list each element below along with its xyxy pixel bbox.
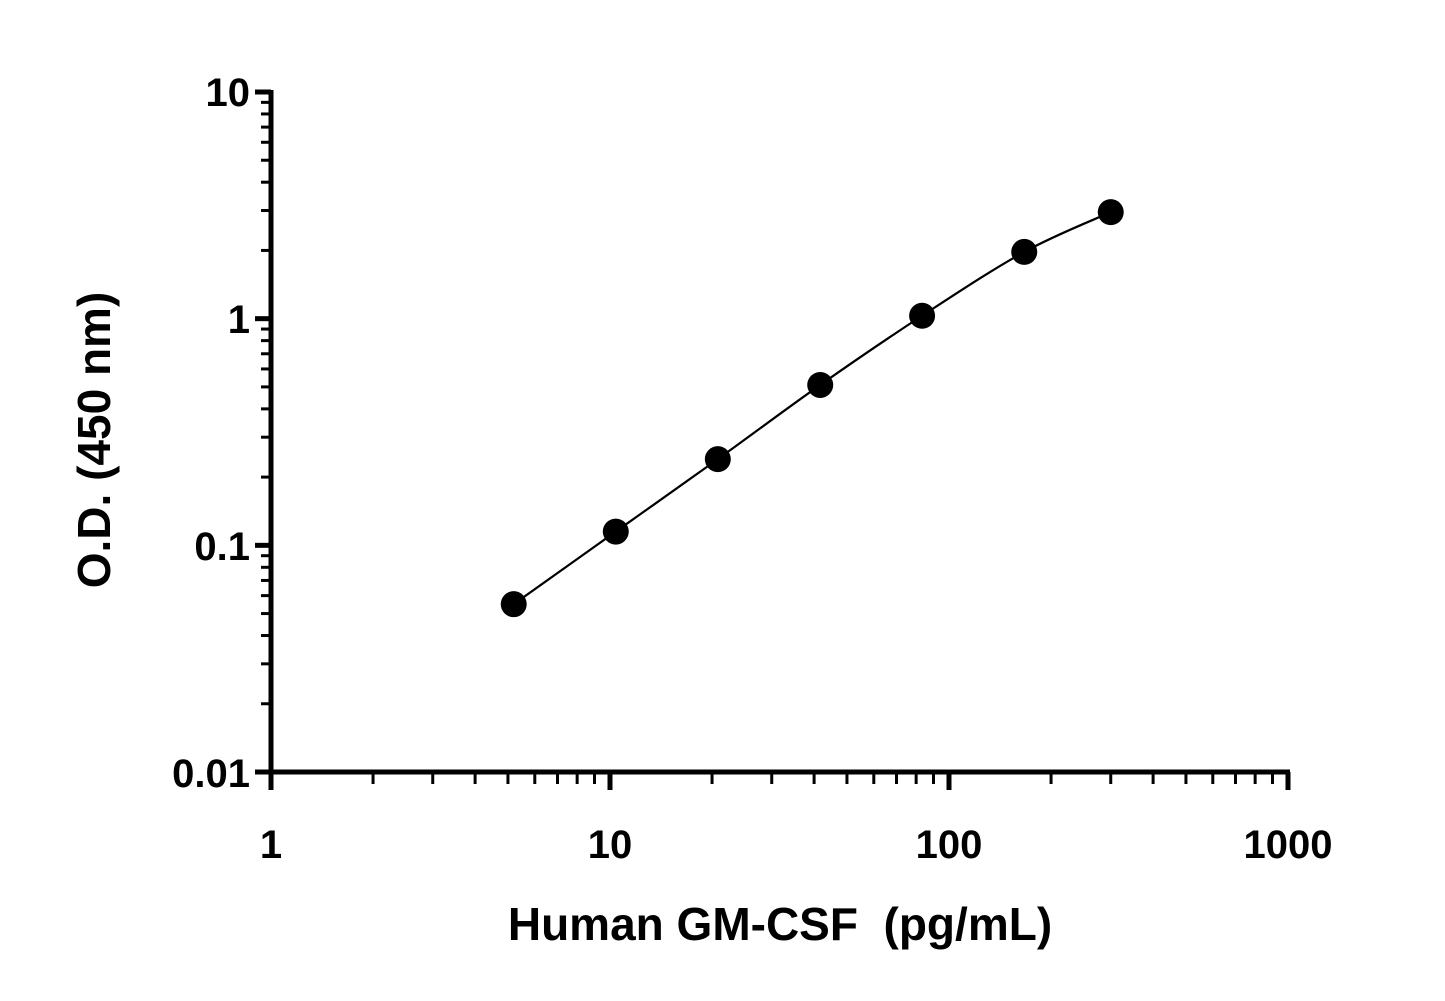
data-point-2 [704, 446, 731, 473]
y-tick-label-2: 1 [228, 298, 250, 342]
x-axis-title: Human GM-CSF (pg/mL) [508, 898, 1052, 950]
data-point-4 [909, 302, 936, 329]
x-axis [268, 769, 1291, 790]
x-tick-label-0: 1 [260, 823, 282, 867]
y-tick-label-3: 10 [206, 71, 251, 115]
data-point-1 [602, 518, 629, 545]
data-point-5 [1011, 238, 1038, 265]
x-tick-label-3: 1000 [1244, 823, 1333, 867]
y-tick-labels: 0.01 0.1 1 10 [172, 71, 250, 796]
y-tick-label-0: 0.01 [172, 752, 250, 796]
fit-curve-group [513, 211, 1112, 606]
fit-curve [513, 211, 1112, 606]
x-tick-label-1: 10 [588, 823, 633, 867]
data-point-6 [1097, 199, 1124, 226]
data-points [500, 199, 1124, 618]
y-axis [255, 89, 274, 775]
x-tick-labels: 1 10 100 1000 [260, 823, 1333, 867]
y-tick-label-1: 0.1 [194, 525, 250, 569]
data-point-3 [807, 371, 834, 398]
x-tick-label-2: 100 [916, 823, 983, 867]
data-point-0 [500, 591, 527, 618]
y-axis-title: O.D. (450 nm) [68, 292, 120, 589]
